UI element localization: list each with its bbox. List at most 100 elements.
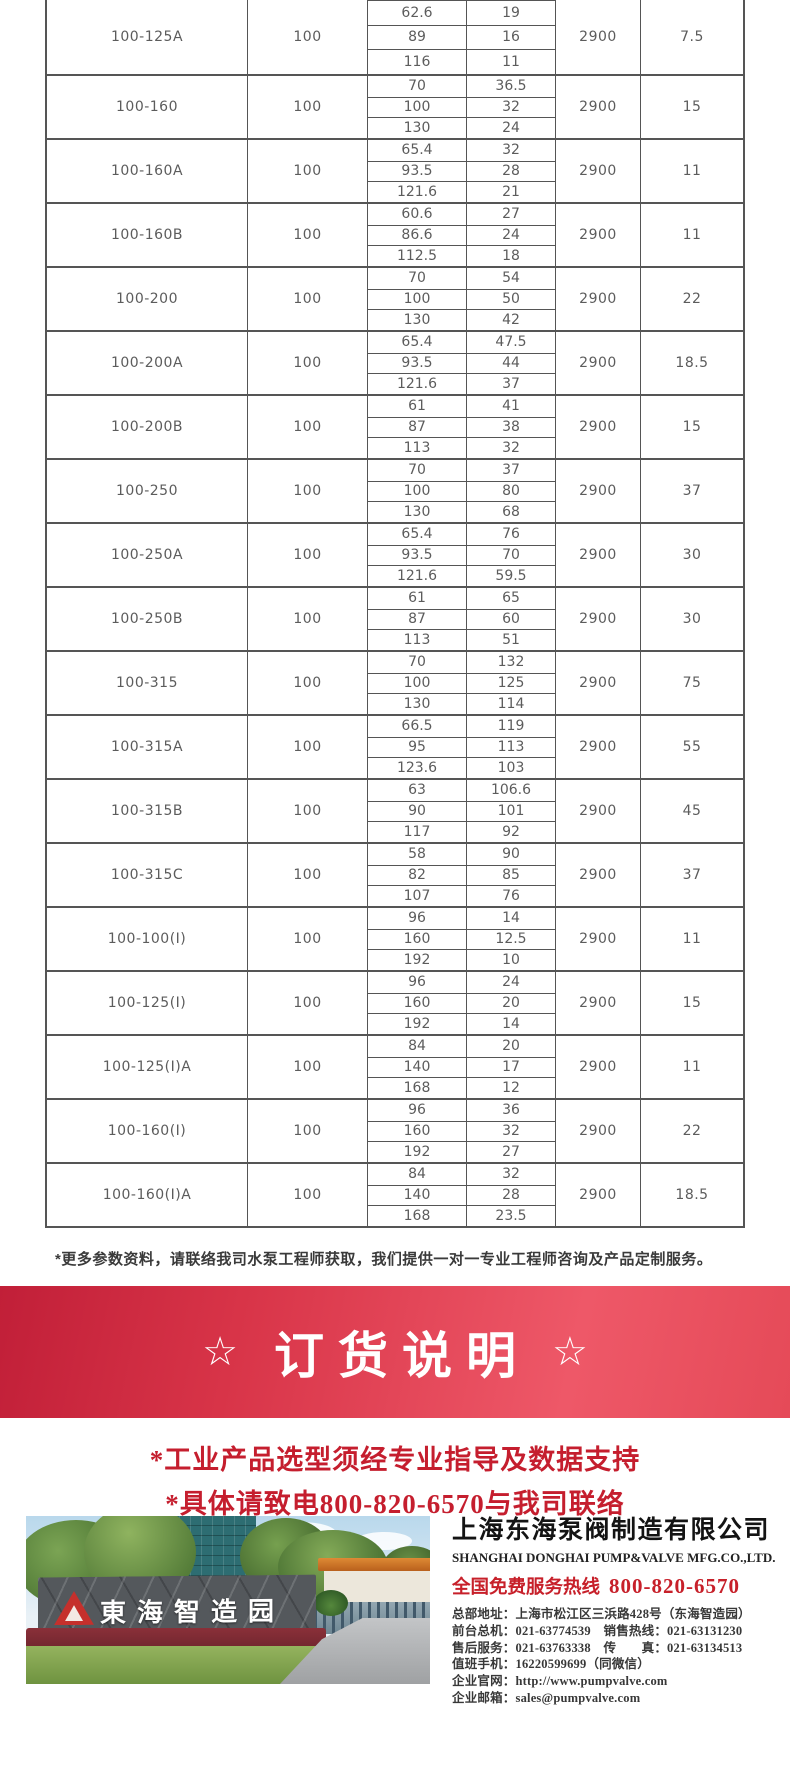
flow-value-cell: 66.5	[368, 716, 467, 737]
head-value-cell: 38	[467, 416, 555, 438]
flow-value-cell: 130	[368, 117, 467, 138]
footer-website-line[interactable]: 企业官网：http://www.pumpvalve.com	[452, 1674, 668, 1689]
head-value-cell: 32	[502, 142, 520, 159]
flow-head-subtable: 96 14 160 12.5 192 10	[367, 908, 555, 970]
head-value-cell: 16	[467, 24, 555, 50]
speed-cell: 2900	[555, 780, 640, 842]
head-value-cell: 54	[502, 270, 520, 287]
flow-value-cell: 117	[368, 821, 467, 842]
power-cell: 55	[640, 716, 743, 778]
donghai-logo	[54, 1591, 94, 1625]
flow-value-cell: 121.6	[368, 373, 467, 394]
table-row: 100-250 100 70 37 100 80 130 68 2900 37	[47, 458, 743, 522]
flow-value-cell: 160	[368, 928, 467, 950]
power-cell: 37	[640, 460, 743, 522]
flow-value-cell: 168	[368, 1077, 467, 1098]
table-row: 100-250A 100 65.4 76 93.5 70 121.6 59.5 2900 30	[47, 522, 743, 586]
flow-head-subtable: 61 41 87 38 113 32	[367, 396, 555, 458]
flow-value-cell: 160	[368, 992, 467, 1014]
head-value-cell: 28	[467, 1184, 555, 1206]
head-value-cell: 37	[502, 462, 520, 479]
head-value-cell: 50	[467, 288, 555, 310]
notice-line-1: *工业产品选型须经专业指导及数据支持	[149, 1445, 641, 1475]
speed-cell: 2900	[555, 204, 640, 266]
hotline-number: 800-820-6570	[609, 1574, 741, 1598]
flow-value-cell: 65.4	[368, 332, 467, 353]
flow-cell: 100	[247, 524, 367, 586]
table-row: 100-125(I)A 100 84 20 140 17 168 12 2900 11	[47, 1034, 743, 1098]
power-cell: 22	[640, 1100, 743, 1162]
footer-email-line[interactable]: 企业邮箱：sales@pumpvalve.com	[452, 1690, 641, 1705]
table-row: 100-160 100 70 36.5 100 32 130 24 2900 15	[47, 74, 743, 138]
head-value-cell: 27	[467, 1141, 555, 1162]
head-value-cell: 36.5	[495, 78, 527, 95]
speed-cell: 2900	[555, 972, 640, 1034]
table-row: 100-315B 100 63 106.6 90 101 117 92 2900 45	[47, 778, 743, 842]
flow-head-subtable: 84 32 140 28 168 23.5	[367, 1164, 555, 1226]
model-cell: 100-160(I)A	[102, 1187, 192, 1203]
flow-value-cell: 96	[368, 1100, 467, 1121]
head-value-cell: 41	[502, 398, 520, 415]
flow-value-cell: 116	[368, 49, 467, 74]
flow-cell: 100	[247, 780, 367, 842]
flow-head-subtable: 63 106.6 90 101 117 92	[367, 780, 555, 842]
speed-cell: 2900	[555, 844, 640, 906]
speed-cell: 2900	[555, 1164, 640, 1226]
flow-value-cell: 140	[368, 1184, 467, 1206]
head-value-cell: 85	[467, 864, 555, 886]
model-cell: 100-250A	[110, 547, 184, 563]
head-value-cell: 106.6	[490, 782, 532, 799]
flow-cell: 100	[247, 908, 367, 970]
flow-value-cell: 192	[368, 1141, 467, 1162]
power-cell: 18.5	[640, 332, 743, 394]
power-cell: 37	[640, 844, 743, 906]
model-cell: 100-125(I)	[107, 995, 187, 1011]
head-value-cell: 20	[502, 1038, 520, 1055]
head-value-cell: 12	[467, 1077, 555, 1098]
head-value-cell: 132	[497, 654, 525, 671]
model-cell: 100-160A	[110, 163, 184, 179]
model-cell: 100-160(I)	[107, 1123, 187, 1139]
flow-value-cell: 140	[368, 1056, 467, 1078]
flow-value-cell: 168	[368, 1205, 467, 1226]
head-value-cell: 42	[467, 309, 555, 330]
flow-value-cell: 93.5	[368, 352, 467, 374]
model-cell: 100-200A	[110, 355, 184, 371]
flow-head-subtable: 58 90 82 85 107 76	[367, 844, 555, 906]
head-value-cell: 24	[502, 974, 520, 991]
flow-value-cell: 58	[368, 844, 467, 865]
head-value-cell: 68	[467, 501, 555, 522]
flow-cell: 100	[247, 1164, 367, 1226]
company-info-block: 上海东海泵阀制造有限公司 SHANGHAI DONGHAI PUMP&VALVE…	[452, 1510, 782, 1707]
power-cell: 30	[640, 524, 743, 586]
flow-value-cell: 84	[368, 1164, 467, 1185]
footer-info-line: 前台总机：021-63774539 销售热线：021-63131230	[452, 1623, 743, 1638]
power-cell: 30	[640, 588, 743, 650]
flow-value-cell: 96	[368, 972, 467, 993]
flow-head-subtable: 70 36.5 100 32 130 24	[367, 76, 555, 138]
model-cell: 100-250	[116, 483, 178, 499]
banner-title: 订货说明	[274, 1328, 530, 1384]
head-value-cell: 20	[467, 992, 555, 1014]
flow-head-subtable: 70 132 100 125 130 114	[367, 652, 555, 714]
service-hotline: 全国免费服务热线 800-820-6570	[452, 1573, 782, 1599]
model-cell: 100-200B	[110, 419, 184, 435]
head-value-cell: 101	[467, 800, 555, 822]
power-cell: 15	[640, 396, 743, 458]
head-value-cell: 59.5	[467, 565, 555, 586]
flow-value-cell: 89	[368, 24, 467, 50]
table-row: 100-125A 100 62.6 19 89 16 116 11 2900 7.5	[47, 0, 743, 74]
power-cell: 45	[640, 780, 743, 842]
flow-value-cell: 93.5	[368, 160, 467, 182]
head-value-cell: 14	[502, 910, 520, 927]
speed-cell: 2900	[555, 1100, 640, 1162]
flow-value-cell: 107	[368, 885, 467, 906]
head-value-cell: 125	[467, 672, 555, 694]
flow-value-cell: 100	[368, 288, 467, 310]
donghai-logo-inner	[65, 1605, 83, 1621]
power-cell: 22	[640, 268, 743, 330]
speed-cell: 2900	[555, 652, 640, 714]
flow-value-cell: 84	[368, 1036, 467, 1057]
flow-value-cell: 61	[368, 396, 467, 417]
